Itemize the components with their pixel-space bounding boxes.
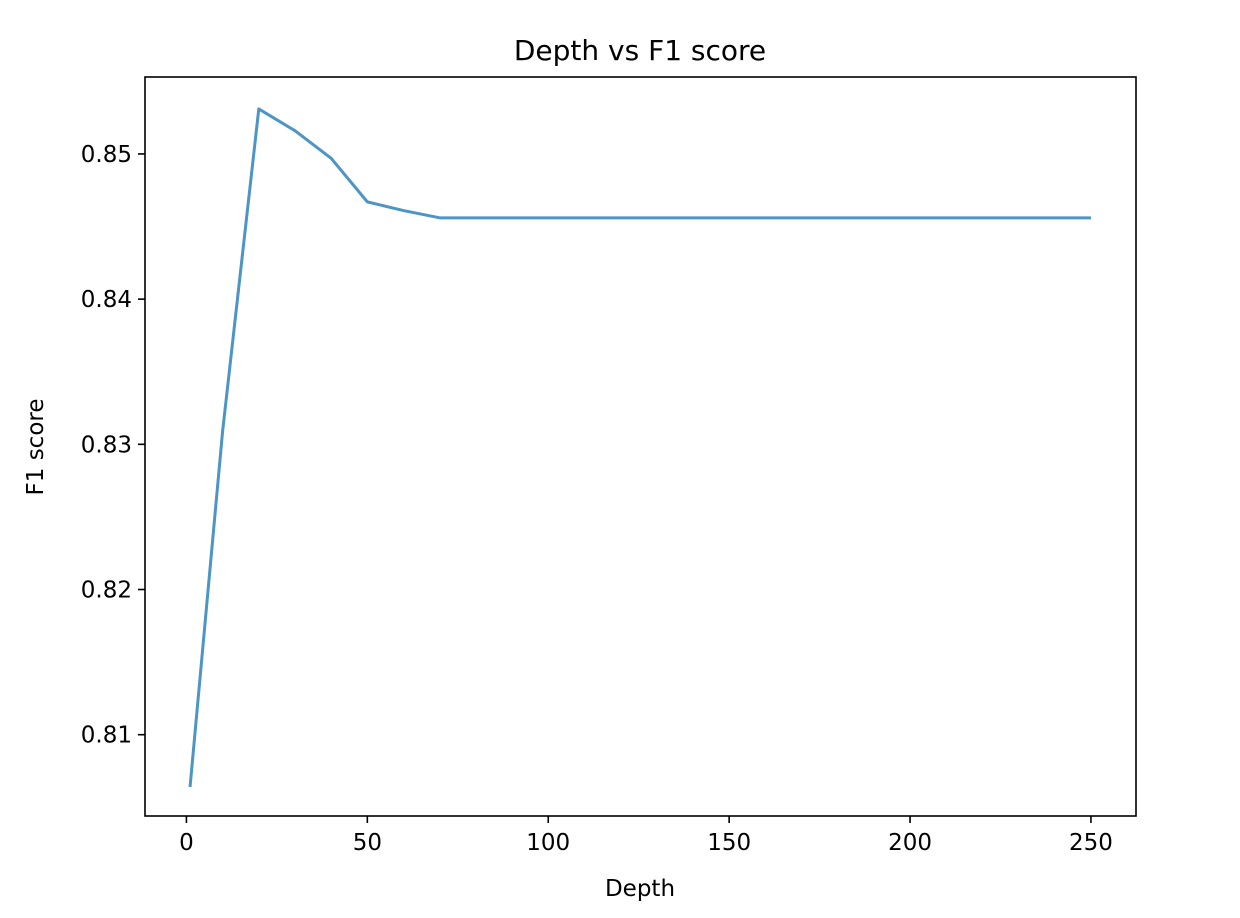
- series-line: [188, 107, 1091, 788]
- x-tick-label: 100: [526, 830, 570, 856]
- y-tick-label: 0.85: [81, 142, 132, 168]
- x-tick-label: 200: [888, 830, 932, 856]
- y-tick-label: 0.82: [81, 578, 132, 604]
- x-tick-label: 0: [179, 830, 194, 856]
- chart-title: Depth vs F1 score: [514, 34, 766, 67]
- x-axis-label: Depth: [605, 876, 675, 902]
- x-tick-label: 150: [707, 830, 751, 856]
- axes-frame: [144, 76, 1137, 817]
- y-tick-label: 0.84: [81, 287, 132, 313]
- plot-area: [188, 107, 1091, 788]
- axis-ticks: 0 50 100 150 200 250 0.81 0.82 0.83 0.84 0.85: [81, 76, 1137, 856]
- x-tick-label: 50: [353, 830, 382, 856]
- x-tick-label: 250: [1069, 830, 1113, 856]
- y-tick-label: 0.81: [81, 723, 132, 749]
- y-tick-label: 0.83: [81, 432, 132, 458]
- y-axis-label: F1 score: [23, 399, 49, 496]
